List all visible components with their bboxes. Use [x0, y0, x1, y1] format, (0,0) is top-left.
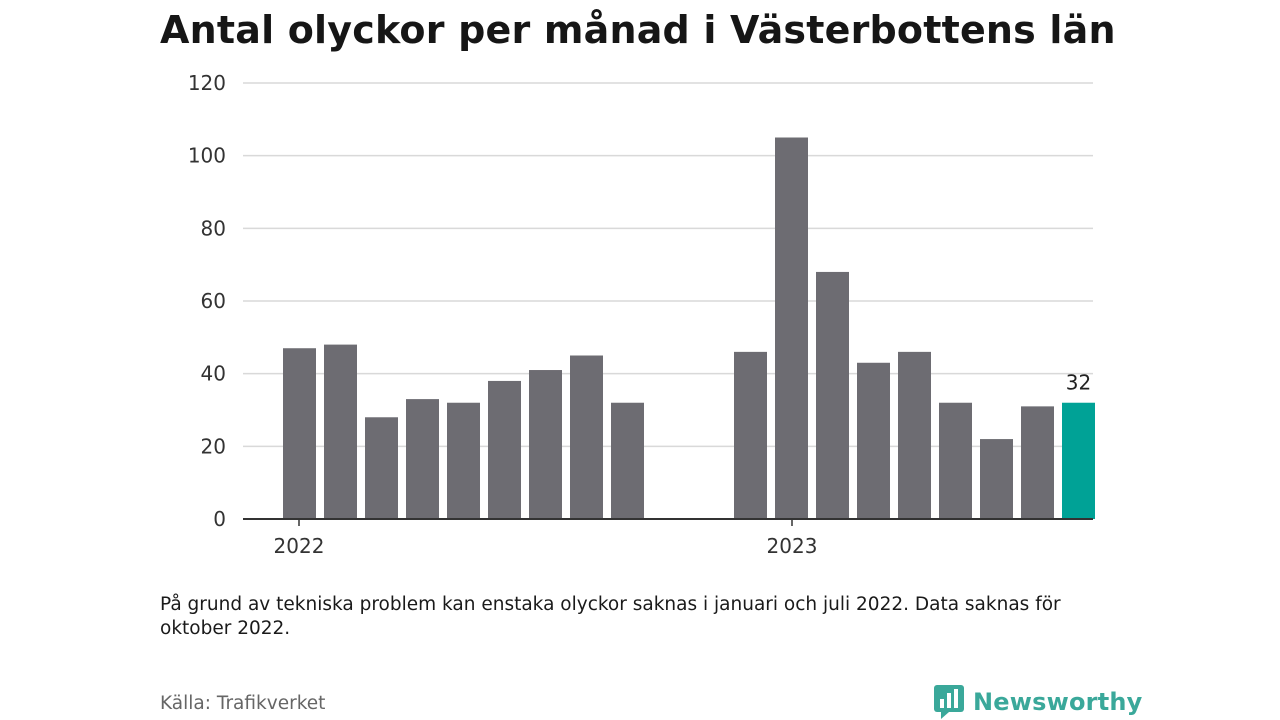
y-tick-label: 20: [201, 434, 226, 458]
chart-title: Antal olyckor per månad i Västerbottens …: [160, 8, 1116, 52]
bar: [611, 402, 644, 519]
bar: [570, 355, 603, 519]
grid-lines: [243, 82, 1093, 448]
x-tick-label: 2022: [274, 534, 325, 558]
x-tick-label: 2023: [767, 534, 818, 558]
bar-chart: 0 20 40 60 80 100 120 2022 2023 32: [188, 71, 1095, 558]
bar: [406, 399, 439, 519]
y-tick-label: 0: [213, 507, 226, 531]
data-labels: 32: [1066, 371, 1091, 395]
bar: [857, 362, 890, 519]
y-tick-label: 120: [188, 71, 226, 95]
bar: [365, 417, 398, 519]
bar: [283, 348, 316, 519]
bar: [898, 351, 931, 519]
bar: [980, 439, 1013, 519]
bar: [1021, 406, 1054, 519]
brand-name: Newsworthy: [973, 688, 1143, 716]
bar: [775, 137, 808, 519]
y-tick-label: 40: [201, 362, 226, 386]
bar: [488, 380, 521, 519]
y-tick-label: 60: [201, 289, 226, 313]
source-text: Källa: Trafikverket: [160, 693, 326, 714]
x-axis: 2022 2023: [243, 518, 1093, 558]
bar: [529, 370, 562, 519]
bar: [447, 402, 480, 519]
bar: [939, 402, 972, 519]
newsworthy-logo-icon: [934, 685, 964, 719]
y-axis-ticks: 0 20 40 60 80 100 120: [188, 71, 226, 531]
bars: [283, 137, 1095, 519]
brand-logo[interactable]: Newsworthy: [933, 684, 1143, 720]
bar: [324, 344, 357, 519]
bar: [734, 351, 767, 519]
y-tick-label: 100: [188, 144, 226, 168]
bar: [816, 271, 849, 519]
y-tick-label: 80: [201, 216, 226, 240]
bar-highlighted: [1062, 402, 1095, 519]
bar-value-label: 32: [1066, 371, 1091, 395]
footnote: På grund av tekniska problem kan enstaka…: [160, 594, 1061, 639]
